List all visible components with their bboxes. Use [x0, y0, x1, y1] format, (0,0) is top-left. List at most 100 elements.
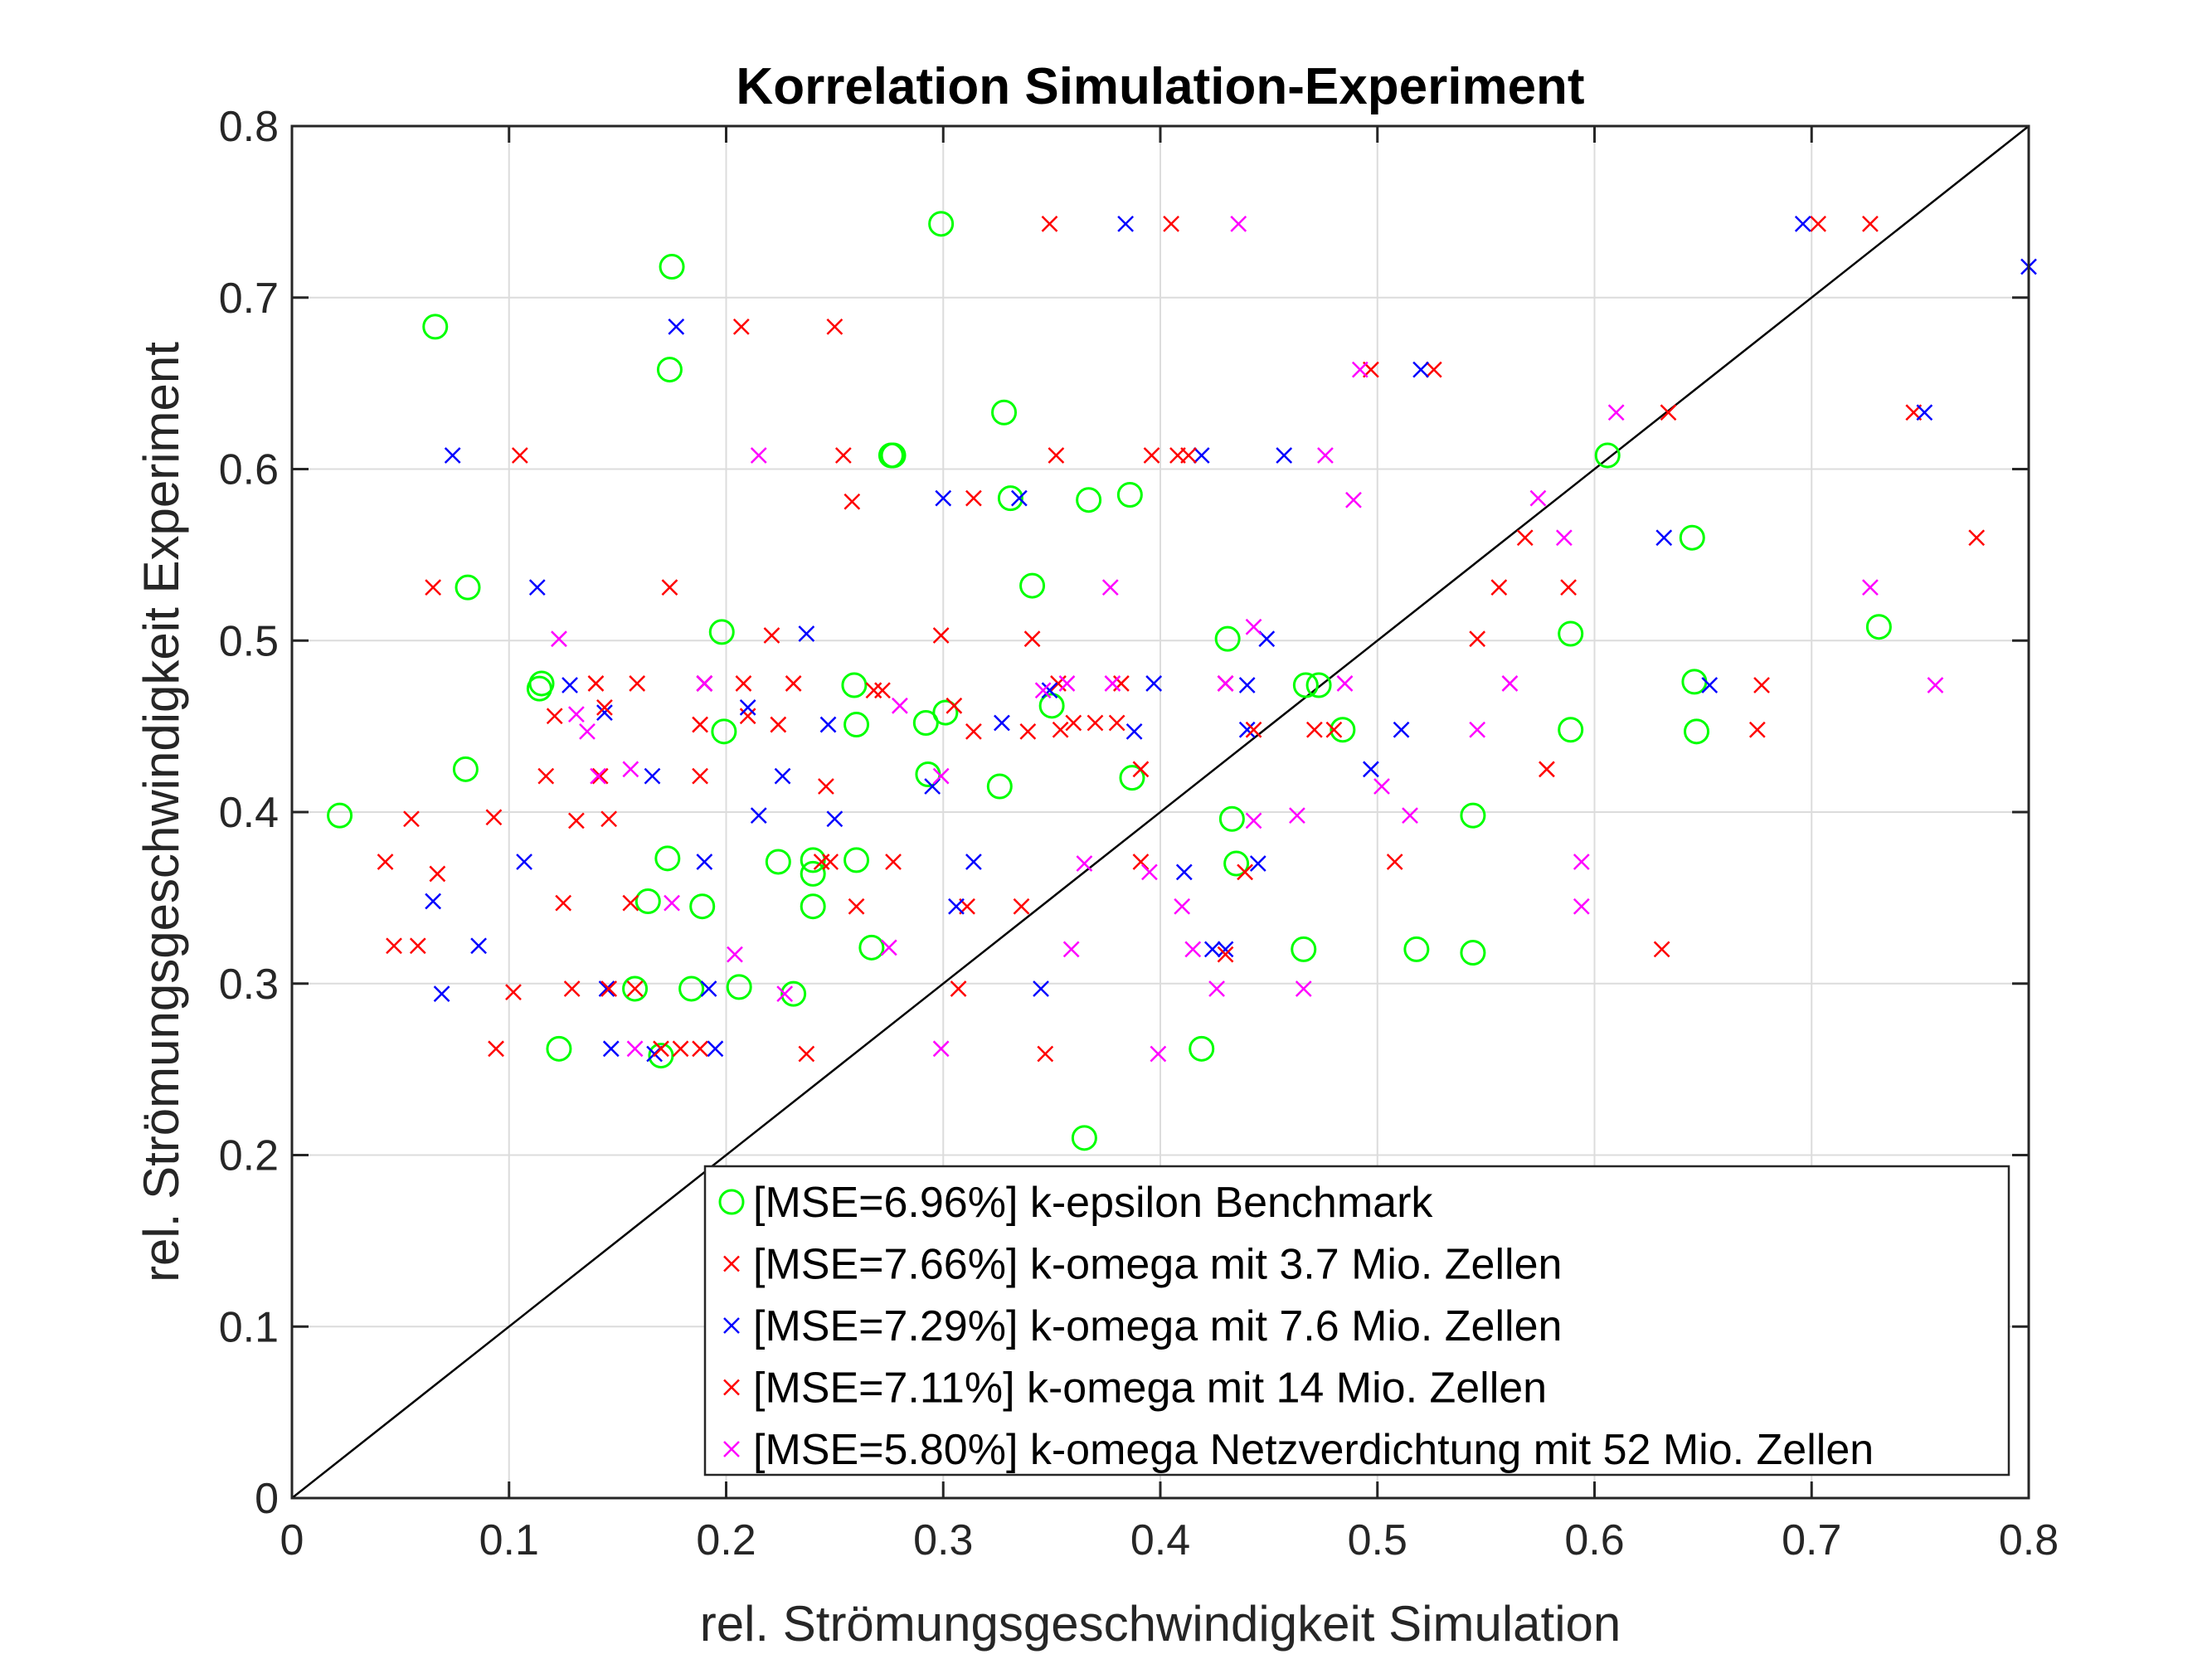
data-point [516, 854, 532, 870]
legend-entry: [MSE=5.80%] k-omega Netzverdichtung mit … [723, 1426, 1874, 1474]
data-point [965, 722, 982, 740]
data-point [1573, 854, 1590, 870]
data-point [1249, 855, 1266, 872]
series-4 [551, 215, 1944, 1063]
data-point [711, 718, 737, 745]
x-marker-icon [723, 1317, 740, 1334]
data-point [708, 619, 735, 645]
data-point [935, 489, 952, 507]
data-point [1402, 807, 1418, 825]
ticks: 0 0.1 0.2 0.3 0.4 0.5 0.6 0.7 0.8 0 0.1 0.2 0.3 0.4 0.… [219, 103, 2059, 1564]
y-tick-label: 0.1 [219, 1303, 279, 1351]
data-point [1336, 675, 1354, 692]
data-point [591, 767, 609, 785]
data-point [1325, 721, 1343, 738]
data-point [629, 675, 646, 692]
x-marker-icon [723, 1379, 740, 1396]
data-point [1141, 864, 1158, 881]
x-tick-label: 0.5 [1348, 1516, 1407, 1564]
data-point [1208, 980, 1225, 997]
data-point [1117, 215, 1135, 232]
data-point [626, 1040, 644, 1058]
data-point [763, 627, 780, 644]
data-point [692, 767, 708, 785]
data-point [622, 975, 649, 1002]
y-tick-label: 0.7 [219, 275, 279, 323]
data-point [798, 625, 815, 642]
data-point [700, 980, 717, 997]
data-point [1529, 489, 1547, 507]
data-point [1238, 677, 1256, 693]
data-point [546, 708, 563, 725]
data-point [932, 627, 950, 644]
data-point [780, 980, 807, 1007]
data-point [1403, 936, 1430, 962]
data-point [422, 314, 449, 340]
data-point [1753, 677, 1770, 693]
data-point [1214, 625, 1241, 652]
x-tick-label: 0.4 [1130, 1516, 1190, 1564]
data-point [511, 447, 528, 464]
data-point [590, 767, 606, 785]
legend-entry: [MSE=7.66%] k-omega mit 3.7 Mio. Zellen [723, 1241, 1562, 1289]
data-point [1289, 807, 1305, 825]
data-point [1386, 854, 1403, 870]
data-point [843, 712, 870, 738]
data-point [1041, 682, 1058, 699]
data-point [1175, 864, 1193, 881]
data-point [726, 974, 752, 1000]
data-point [1034, 682, 1052, 699]
data-point [425, 893, 442, 910]
data-point [1150, 1045, 1167, 1063]
data-point [1116, 482, 1143, 508]
data-point [1132, 854, 1150, 870]
y-tick-label: 0.3 [219, 961, 279, 1009]
data-point [622, 894, 639, 912]
data-point [1469, 721, 1486, 738]
data-point [774, 767, 791, 785]
data-point [1108, 714, 1125, 732]
data-point [1217, 946, 1234, 963]
legend-entry: [MSE=7.11%] k-omega mit 14 Mio. Zellen [723, 1365, 1547, 1413]
data-point [874, 682, 891, 699]
data-point [600, 810, 618, 828]
data-point [1245, 618, 1262, 635]
data-point [1180, 447, 1197, 464]
data-point [551, 630, 567, 648]
x-tick-label: 0.1 [479, 1516, 539, 1564]
data-point [470, 937, 487, 955]
data-point [488, 1040, 504, 1058]
legend-label: [MSE=7.29%] k-omega mit 7.6 Mio. Zellen [753, 1302, 1562, 1350]
data-point [678, 975, 705, 1002]
data-point [1010, 489, 1028, 507]
data-point [732, 319, 750, 335]
data-point [634, 888, 661, 915]
data-point [526, 675, 552, 702]
data-point [1412, 361, 1429, 378]
data-point [932, 699, 959, 726]
data-point [1558, 717, 1584, 743]
series-3 [386, 215, 1986, 1058]
data-point [1143, 447, 1160, 464]
data-point [1245, 812, 1262, 830]
data-point [1916, 404, 1933, 421]
data-point [1660, 404, 1677, 421]
data-point [505, 984, 522, 1000]
data-point [1490, 579, 1508, 596]
data-point [928, 211, 955, 237]
data-point [689, 893, 716, 920]
data-point [994, 714, 1010, 732]
data-point [579, 722, 596, 740]
data-point [1237, 864, 1253, 881]
data-point [1594, 442, 1621, 469]
data-point [386, 937, 402, 955]
data-point [659, 254, 685, 280]
data-point [692, 1040, 708, 1058]
data-point [1810, 215, 1826, 232]
data-point [1189, 1035, 1215, 1062]
data-point [1373, 778, 1390, 795]
data-point [834, 447, 852, 464]
data-point [1203, 941, 1221, 958]
y-axis-label: rel. Strömungsgeschwindigkeit Experiment [134, 342, 189, 1282]
data-point [1276, 447, 1293, 464]
